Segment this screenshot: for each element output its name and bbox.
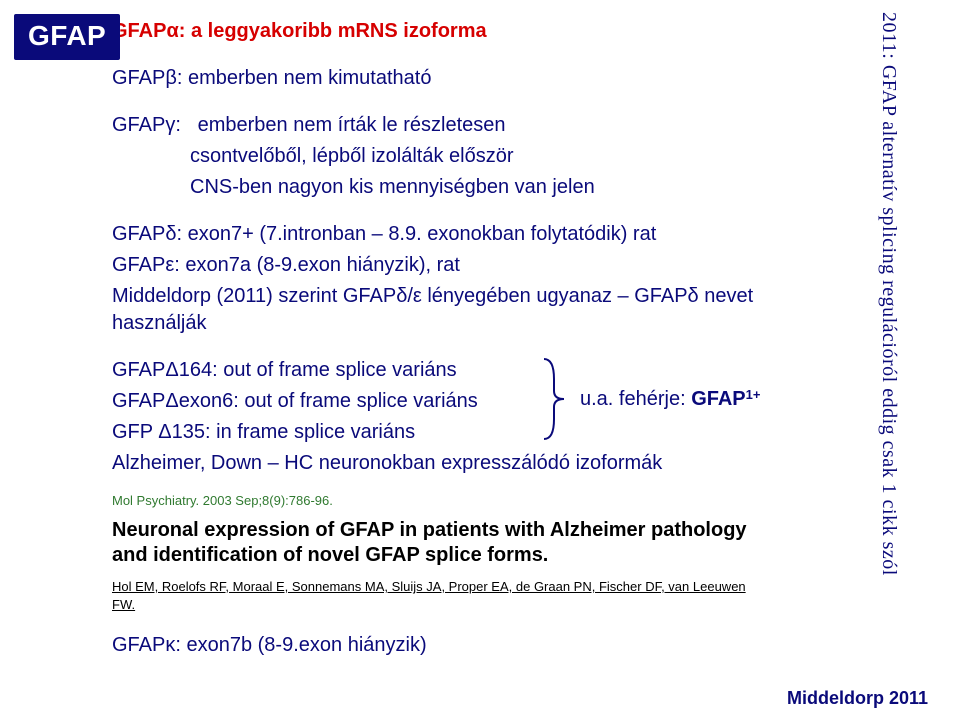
beta-line: GFAPβ: emberben nem kimutatható — [112, 65, 852, 92]
citation-authors-text: Hol EM, Roelofs RF, Moraal E, Sonnemans … — [112, 579, 746, 612]
gamma-l1: emberben nem írták le részletesen — [198, 114, 506, 136]
splice-l1: GFAPΔ164: out of frame splice variáns — [112, 357, 532, 384]
slide-page: GFAP GFAPα: a leggyakoribb mRNS izoforma… — [0, 0, 960, 719]
gfap-badge: GFAP — [14, 14, 120, 60]
alz-line: Alzheimer, Down – HC neuronokban express… — [112, 450, 852, 477]
footer-citation: Middeldorp 2011 — [787, 688, 928, 709]
delta-text: exon7+ (7.intronban – 8.9. exonokban fol… — [188, 223, 657, 245]
citation-block: Mol Psychiatry. 2003 Sep;8(9):786-96. Ne… — [112, 493, 762, 614]
middeldorp-line: Middeldorp (2011) szerint GFAPδ/ε lényeg… — [112, 283, 852, 337]
ua-prefix: u.a. fehérje: — [580, 388, 691, 410]
ua-sup: 1+ — [746, 387, 761, 402]
beta-text: emberben nem kimutatható — [188, 67, 431, 89]
sidebar-note: 2011: GFAP alternatív splicing reguláció… — [877, 12, 900, 652]
epsilon-line: GFAPε: exon7a (8-9.exon hiányzik), rat — [112, 252, 852, 279]
kappa-text: exon7b (8-9.exon hiányzik) — [186, 634, 426, 656]
splice-l3: GFP Δ135: in frame splice variáns — [112, 419, 532, 446]
delta-label: GFAPδ: — [112, 223, 182, 245]
alpha-line: GFAPα: a leggyakoribb mRNS izoforma — [112, 18, 852, 45]
main-content: GFAPα: a leggyakoribb mRNS izoforma GFAP… — [112, 18, 852, 477]
alpha-text: a leggyakoribb mRNS izoforma — [191, 20, 487, 42]
ua-bold: GFAP — [691, 388, 745, 410]
gamma-label: GFAPγ: — [112, 114, 181, 136]
citation-authors: Hol EM, Roelofs RF, Moraal E, Sonnemans … — [112, 578, 762, 614]
citation-source: Mol Psychiatry. 2003 Sep;8(9):786-96. — [112, 493, 762, 508]
kappa-label: GFAPκ: — [112, 634, 181, 656]
splice-block: GFAPΔ164: out of frame splice variáns GF… — [112, 357, 852, 450]
beta-label: GFAPβ: — [112, 67, 182, 89]
epsilon-label: GFAPε: — [112, 254, 180, 276]
gamma-block: GFAPγ: emberben nem írták le részletesen… — [112, 112, 852, 201]
epsilon-text: exon7a (8-9.exon hiányzik), rat — [185, 254, 460, 276]
delta-line: GFAPδ: exon7+ (7.intronban – 8.9. exonok… — [112, 221, 852, 248]
alpha-label: GFAPα: — [112, 20, 185, 42]
ua-label: u.a. fehérje: GFAP1+ — [580, 388, 760, 411]
kappa-line: GFAPκ: exon7b (8-9.exon hiányzik) — [112, 634, 860, 657]
gamma-l3: CNS-ben nagyon kis mennyiségben van jele… — [190, 174, 852, 201]
splice-l2: GFAPΔexon6: out of frame splice variáns — [112, 388, 532, 415]
brace-icon — [542, 357, 566, 441]
gamma-l2: csontvelőből, lépből izolálták először — [190, 143, 852, 170]
citation-title: Neuronal expression of GFAP in patients … — [112, 518, 762, 568]
